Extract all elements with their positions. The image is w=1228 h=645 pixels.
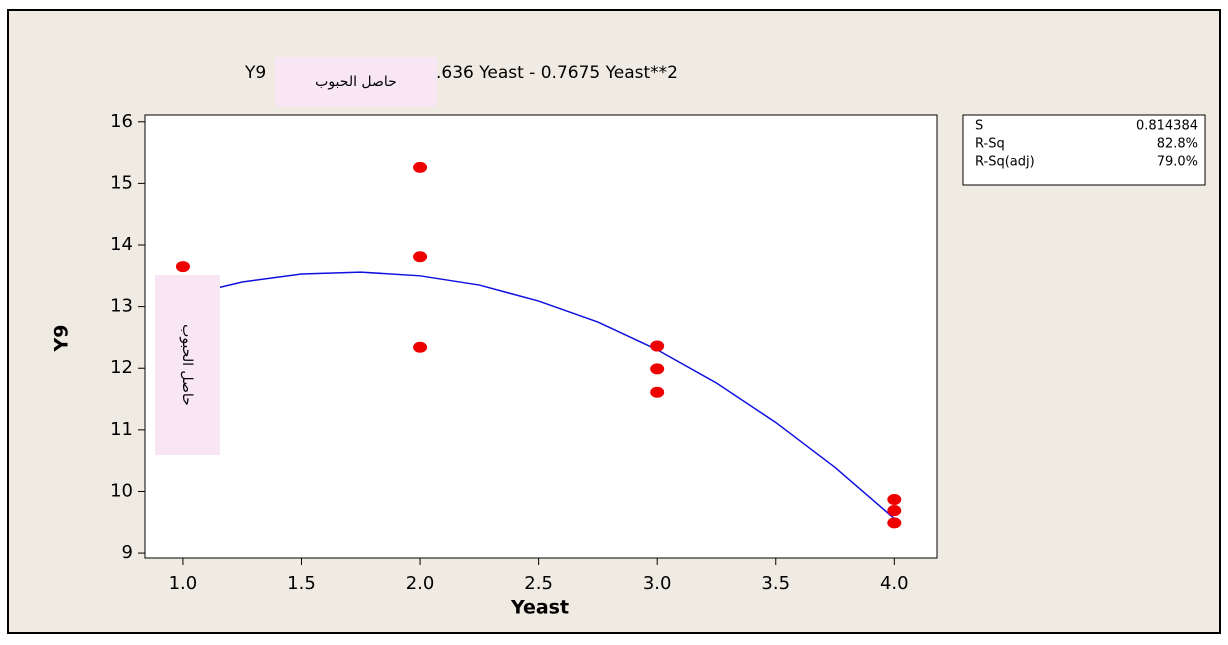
stats-border [962,114,1206,186]
overlay-box [155,275,220,455]
x-tick-label: 2.5 [524,573,553,594]
y-tick-label: 13 [110,296,133,317]
x-tick-label: 4.0 [880,573,909,594]
point [175,261,190,273]
point [887,493,902,505]
point [650,386,665,398]
x-axis-label: Yeast [510,597,569,619]
point [413,341,428,353]
x-tick-label: 1.0 [169,573,198,594]
fit-line [182,271,895,520]
y-axis-label: Y9 [51,325,73,353]
stat-value: 79.0% [1157,155,1198,170]
plot-area [144,114,938,559]
point [887,517,902,529]
y-tick-label: 14 [110,234,133,255]
stat-value: 0.814384 [1136,119,1198,134]
y-tick-label: 16 [110,111,133,132]
point [413,161,428,173]
overlay-label: حاصل الحبوب [179,324,195,406]
title-part: Y9 [244,63,266,83]
point [413,251,428,263]
y-tick-label: 10 [110,480,133,501]
x-tick-label: 2.0 [406,573,435,594]
stats-box: S 0.814384 R-Sq 82.8% R-Sq(adj) 79.0% [962,114,1206,186]
x-tick-label: 3.5 [761,573,790,594]
title-part: .636 Yeast - 0.7675 Yeast**2 [436,63,678,83]
stat-name: R-Sq(adj) [975,155,1035,170]
y-tick-label: 9 [122,542,133,563]
overlay-label: حاصل الحبوب [315,74,397,90]
stat-name: S [975,119,983,134]
y-tick-label: 11 [110,419,133,440]
point [650,363,665,375]
y-tick-label: 12 [110,357,133,378]
x-tick-label: 1.5 [287,573,316,594]
stat-value: 82.8% [1157,137,1198,152]
point [650,340,665,352]
overlay-box [275,57,437,107]
stat-name: R-Sq [975,137,1005,152]
y-tick-label: 15 [110,172,133,193]
point [887,505,902,517]
x-tick-label: 3.0 [643,573,672,594]
